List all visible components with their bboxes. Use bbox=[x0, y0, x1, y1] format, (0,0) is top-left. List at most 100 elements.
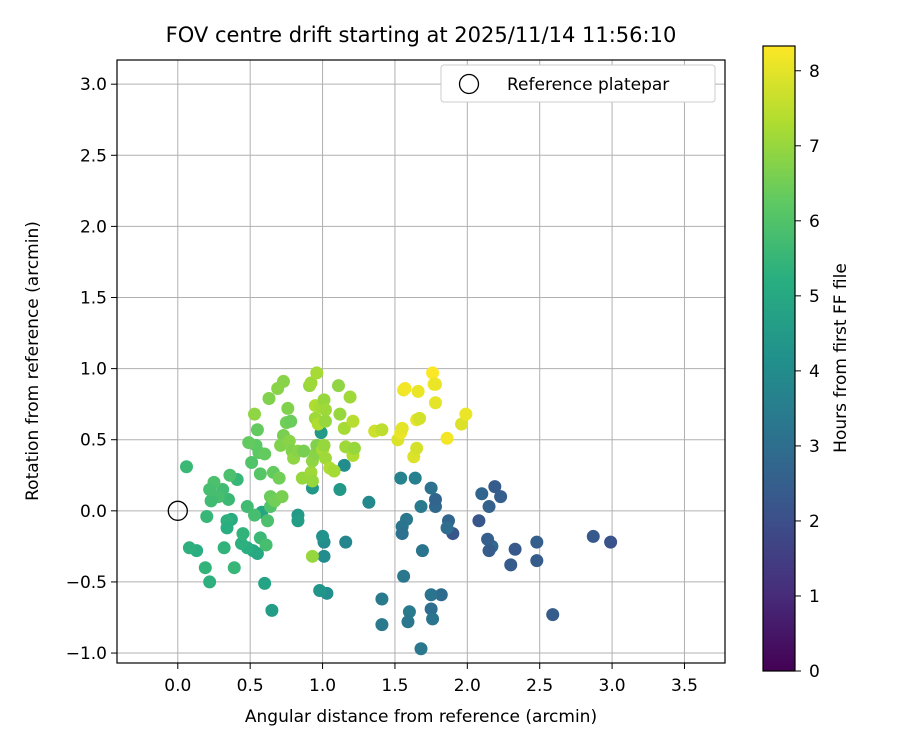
colorbar-tick-label: 2 bbox=[809, 512, 820, 532]
data-point bbox=[291, 514, 305, 528]
data-point bbox=[258, 576, 272, 590]
data-point bbox=[317, 393, 331, 407]
data-point bbox=[198, 561, 212, 575]
data-point bbox=[281, 401, 295, 415]
data-point bbox=[317, 549, 331, 563]
data-point bbox=[455, 417, 469, 431]
colorbar-tick-label: 4 bbox=[809, 362, 820, 382]
data-point bbox=[530, 554, 544, 568]
data-point bbox=[318, 414, 332, 428]
data-point bbox=[316, 529, 330, 543]
data-point bbox=[333, 482, 347, 496]
data-point bbox=[415, 544, 429, 558]
data-point bbox=[604, 535, 618, 549]
data-point bbox=[398, 382, 412, 396]
data-point bbox=[346, 414, 360, 428]
data-point bbox=[234, 537, 248, 551]
data-point bbox=[410, 441, 424, 455]
data-point bbox=[248, 508, 262, 522]
colorbar-tick-label: 5 bbox=[809, 287, 820, 307]
data-point bbox=[475, 487, 489, 501]
grid bbox=[117, 60, 725, 663]
data-point bbox=[221, 492, 235, 506]
data-point bbox=[227, 561, 241, 575]
legend-label: Reference platepar bbox=[507, 75, 669, 95]
data-point bbox=[394, 471, 408, 485]
data-point bbox=[220, 521, 234, 535]
colorbar-ticks: 0 1 2 3 4 5 6 7 8 bbox=[795, 62, 820, 682]
y-axis-label: Rotation from reference (arcmin) bbox=[23, 221, 43, 501]
data-point bbox=[200, 510, 214, 524]
data-point bbox=[318, 451, 332, 465]
data-point bbox=[313, 583, 327, 597]
data-point bbox=[395, 527, 409, 541]
data-point bbox=[339, 535, 353, 549]
y-tick-label: −0.5 bbox=[66, 573, 107, 593]
data-points bbox=[179, 366, 618, 656]
data-point bbox=[546, 608, 560, 622]
data-point bbox=[242, 436, 256, 450]
y-tick-label: 2.0 bbox=[80, 217, 107, 237]
data-point bbox=[318, 403, 332, 417]
data-point bbox=[459, 407, 473, 421]
colorbar-tick-label: 8 bbox=[809, 62, 820, 82]
data-point bbox=[258, 447, 272, 461]
data-point bbox=[250, 423, 264, 437]
x-axis-ticks: 0.0 0.5 1.0 1.5 2.0 2.5 3.0 3.5 bbox=[164, 663, 698, 696]
x-tick-label: 2.5 bbox=[526, 676, 553, 696]
data-point bbox=[217, 541, 231, 555]
data-point bbox=[482, 500, 496, 514]
data-point bbox=[494, 490, 508, 504]
data-point bbox=[397, 569, 411, 583]
data-point bbox=[248, 407, 262, 421]
plot-frame bbox=[116, 59, 726, 664]
data-point bbox=[426, 612, 440, 626]
data-point bbox=[259, 538, 273, 552]
data-point bbox=[317, 438, 331, 452]
data-point bbox=[304, 376, 318, 390]
x-axis-label: Angular distance from reference (arcmin) bbox=[245, 707, 597, 727]
data-point bbox=[223, 468, 237, 482]
legend: Reference platepar bbox=[440, 64, 716, 103]
data-point bbox=[482, 544, 496, 558]
y-tick-label: 2.5 bbox=[80, 146, 107, 166]
data-point bbox=[262, 391, 276, 405]
data-point bbox=[331, 379, 345, 393]
data-point bbox=[310, 366, 324, 380]
data-point bbox=[395, 421, 409, 435]
data-point bbox=[428, 377, 442, 391]
legend-marker bbox=[458, 73, 480, 95]
x-tick-label: 3.5 bbox=[671, 676, 698, 696]
data-point bbox=[253, 467, 267, 481]
data-point bbox=[401, 615, 415, 629]
data-point bbox=[530, 535, 544, 549]
data-point bbox=[236, 527, 250, 541]
x-tick-label: 0.5 bbox=[237, 676, 264, 696]
y-tick-label: 1.0 bbox=[80, 360, 107, 380]
data-point bbox=[362, 495, 376, 509]
y-tick-label: −1.0 bbox=[66, 644, 107, 664]
data-point bbox=[411, 384, 425, 398]
data-point bbox=[347, 441, 361, 455]
x-tick-label: 1.0 bbox=[309, 676, 336, 696]
data-point bbox=[282, 434, 296, 448]
colorbar-tick-label: 0 bbox=[809, 662, 820, 682]
data-point bbox=[424, 481, 438, 495]
data-point bbox=[343, 390, 357, 404]
data-point bbox=[414, 500, 428, 514]
data-point bbox=[414, 642, 428, 656]
data-point bbox=[297, 444, 311, 458]
data-point bbox=[428, 492, 442, 506]
data-point bbox=[434, 588, 448, 602]
data-point bbox=[333, 407, 347, 421]
data-point bbox=[275, 490, 289, 504]
y-tick-label: 0.0 bbox=[80, 502, 107, 522]
colorbar: 0 1 2 3 4 5 6 7 8 Hours from first FF file bbox=[762, 45, 851, 682]
data-point bbox=[272, 471, 286, 485]
colorbar-gradient bbox=[762, 45, 796, 672]
colorbar-tick-label: 7 bbox=[809, 137, 820, 157]
y-tick-label: 3.0 bbox=[80, 75, 107, 95]
data-point bbox=[204, 494, 218, 508]
legend-box bbox=[440, 64, 716, 103]
